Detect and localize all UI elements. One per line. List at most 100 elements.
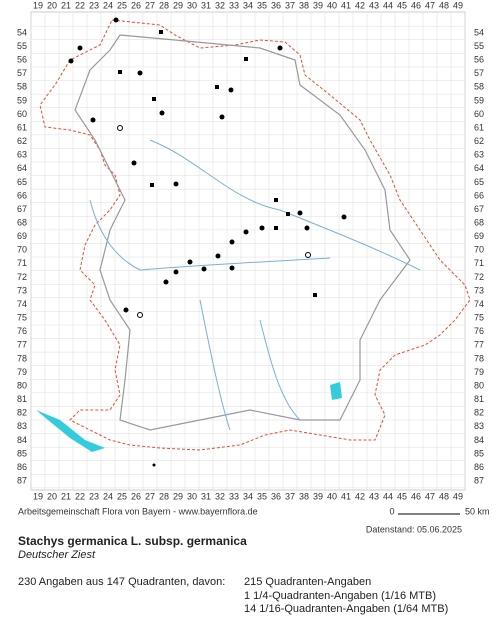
row-label: 67	[17, 204, 27, 214]
column-label: 48	[439, 0, 449, 10]
scale-end: 50 km	[465, 506, 490, 516]
marker	[137, 70, 143, 76]
row-label: 54	[474, 27, 484, 37]
row-label: 76	[17, 326, 27, 336]
marker	[219, 114, 225, 120]
row-label: 72	[474, 272, 484, 282]
marker	[313, 293, 317, 297]
column-label: 33	[229, 0, 239, 10]
column-label: 45	[397, 491, 407, 501]
marker	[229, 239, 235, 245]
row-label: 58	[474, 82, 484, 92]
marker	[286, 212, 290, 216]
row-label: 81	[17, 394, 27, 404]
column-label: 24	[103, 491, 113, 501]
row-label: 75	[17, 313, 27, 323]
column-label: 34	[243, 0, 253, 10]
marker	[259, 225, 265, 231]
column-label: 22	[75, 0, 85, 10]
column-label: 34	[243, 491, 253, 501]
row-label: 57	[474, 68, 484, 78]
row-label: 71	[17, 258, 27, 268]
row-label: 56	[474, 55, 484, 65]
marker	[90, 117, 96, 123]
row-label: 64	[17, 163, 27, 173]
row-label: 54	[17, 27, 27, 37]
row-label: 56	[17, 55, 27, 65]
marker	[173, 181, 179, 187]
column-label: 37	[285, 491, 295, 501]
marker	[187, 259, 193, 265]
row-label: 78	[17, 353, 27, 363]
row-label: 80	[17, 380, 27, 390]
column-label: 47	[425, 0, 435, 10]
column-label: 25	[117, 0, 127, 10]
marker	[304, 225, 310, 231]
row-label: 82	[474, 408, 484, 418]
row-label: 68	[474, 217, 484, 227]
row-label: 58	[17, 82, 27, 92]
column-label: 27	[145, 0, 155, 10]
row-label: 67	[474, 204, 484, 214]
row-label: 71	[474, 258, 484, 268]
column-label: 41	[341, 491, 351, 501]
column-label: 42	[355, 491, 365, 501]
column-label: 48	[439, 491, 449, 501]
summary: 230 Angaben aus 147 Quadranten, davon:	[18, 576, 225, 588]
row-label: 77	[17, 340, 27, 350]
title: Stachys germanica L. subsp. germanica	[18, 534, 247, 548]
column-label: 31	[201, 0, 211, 10]
row-label: 69	[17, 231, 27, 241]
marker	[201, 266, 207, 272]
marker	[228, 87, 234, 93]
row-label: 70	[474, 245, 484, 255]
row-label: 61	[474, 122, 484, 132]
marker	[215, 85, 219, 89]
column-label: 44	[383, 491, 393, 501]
row-label: 74	[474, 299, 484, 309]
marker	[297, 210, 303, 216]
row-label: 65	[17, 177, 27, 187]
column-label: 40	[327, 491, 337, 501]
column-label: 43	[369, 491, 379, 501]
column-label: 44	[383, 0, 393, 10]
marker	[243, 229, 249, 235]
row-label: 64	[474, 163, 484, 173]
row-label: 63	[17, 150, 27, 160]
column-label: 23	[89, 491, 99, 501]
row-label: 59	[474, 95, 484, 105]
column-label: 28	[159, 491, 169, 501]
count-line: 215 Quadranten-Angaben	[244, 576, 371, 588]
marker	[123, 307, 129, 313]
marker	[137, 312, 143, 318]
scale-start: 0	[389, 506, 394, 516]
row-label: 86	[474, 462, 484, 472]
column-label: 19	[33, 0, 43, 10]
column-label: 43	[369, 0, 379, 10]
row-label: 77	[474, 340, 484, 350]
subtitle: Deutscher Ziest	[18, 549, 96, 561]
row-label: 66	[17, 190, 27, 200]
row-label: 74	[17, 299, 27, 309]
column-label: 26	[131, 0, 141, 10]
marker	[274, 226, 278, 230]
row-label: 55	[474, 41, 484, 51]
column-label: 24	[103, 0, 113, 10]
lake	[330, 382, 342, 400]
marker	[77, 45, 83, 51]
column-label: 39	[313, 491, 323, 501]
row-label: 81	[474, 394, 484, 404]
row-label: 72	[17, 272, 27, 282]
row-label: 73	[474, 285, 484, 295]
lake	[36, 410, 105, 452]
column-label: 21	[61, 0, 71, 10]
row-label: 76	[474, 326, 484, 336]
state-border	[39, 19, 471, 451]
marker	[152, 463, 156, 467]
row-label: 79	[474, 367, 484, 377]
grid-labels: 19 19 20 20 21 21 22 22 23 23 24 24 25 25 26 26 27 27 28 28…	[17, 0, 484, 501]
column-label: 46	[411, 0, 421, 10]
credit: Arbeitsgemeinschaft Flora von Bayern - w…	[18, 506, 258, 516]
column-label: 21	[61, 491, 71, 501]
column-label: 37	[285, 0, 295, 10]
